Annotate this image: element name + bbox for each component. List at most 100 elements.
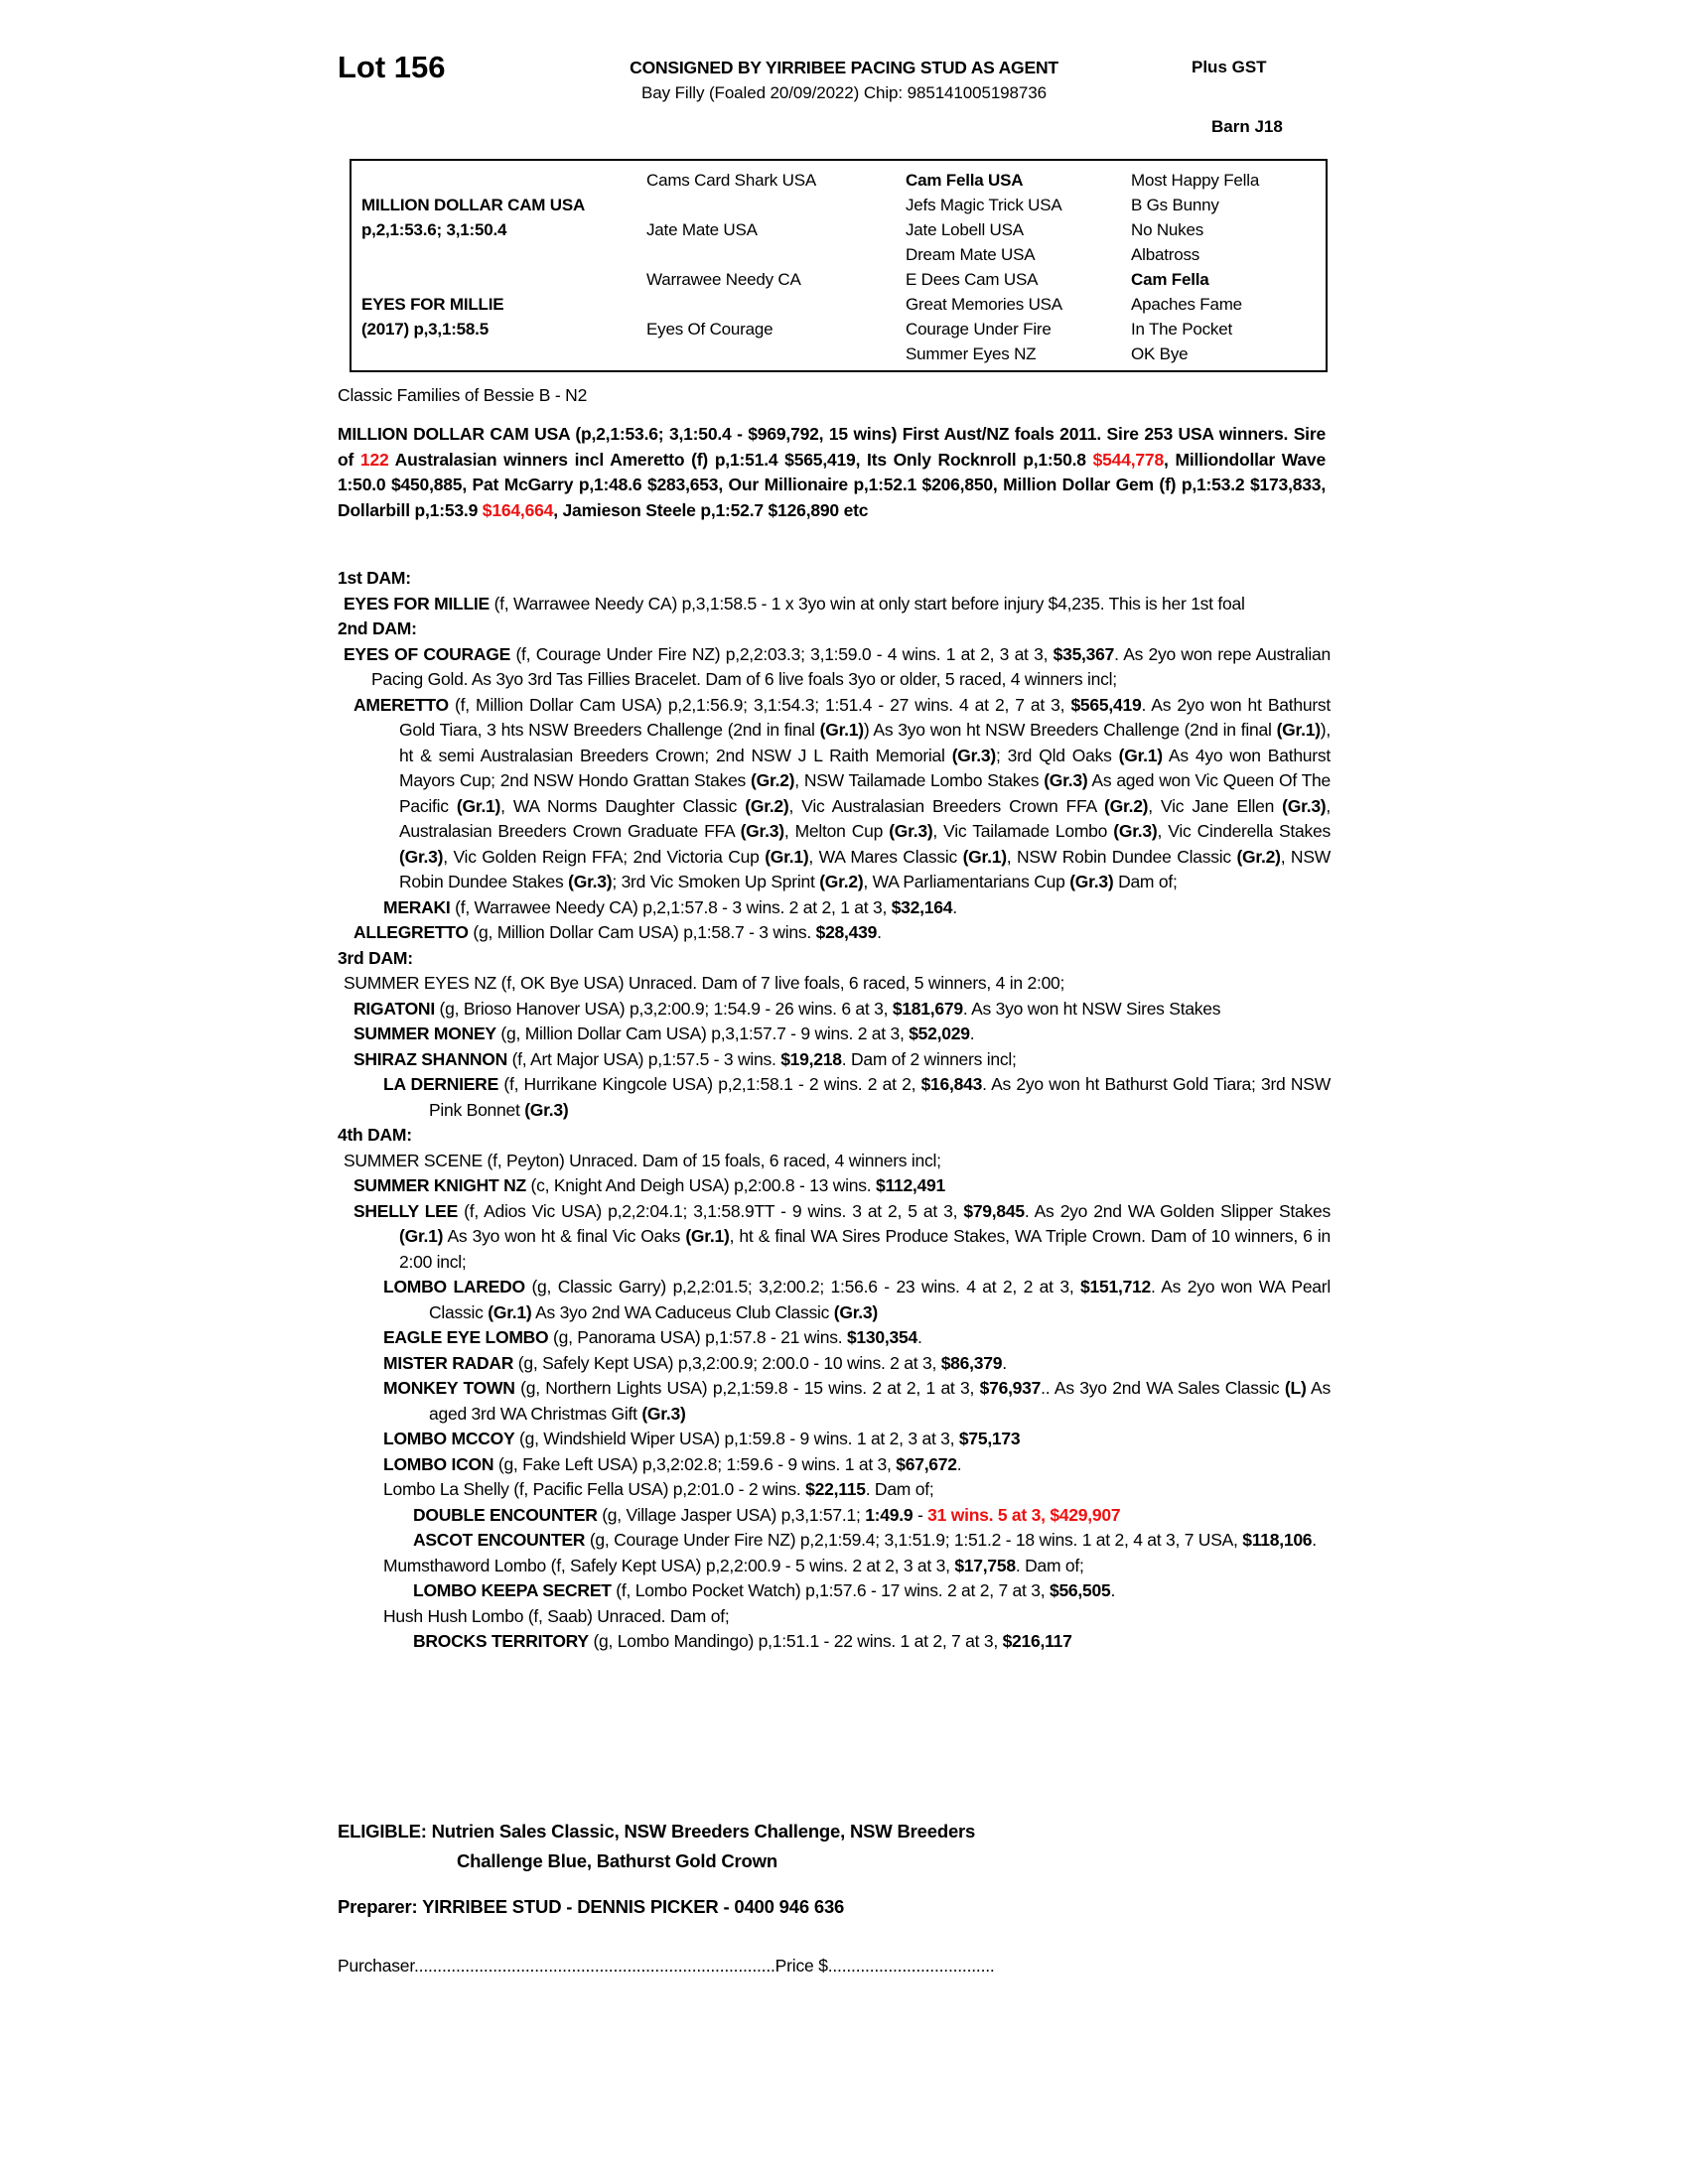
pedigree-gen3-5: E Dees Cam USA: [906, 270, 1039, 289]
emphasis: (Gr.3): [399, 846, 444, 867]
pedigree-gen4-6: Apaches Fame: [1131, 295, 1242, 314]
emphasis: $565,419: [1070, 694, 1142, 715]
dam-heading: 1st DAM:: [338, 568, 411, 588]
pedigree-entry-text: (g, Lombo Mandingo) p,1:51.1 - 22 wins. …: [588, 1631, 1072, 1651]
emphasis: (Gr.3): [740, 821, 784, 841]
pedigree-entry-text: (g, Million Dollar Cam USA) p,1:58.7 - 3…: [468, 922, 882, 942]
pedigree-entry-text: (f, Peyton) Unraced. Dam of 15 foals, 6 …: [482, 1150, 941, 1170]
classic-families-line: Classic Families of Bessie B - N2: [338, 385, 588, 405]
emphasis: (Gr.1): [399, 1226, 444, 1246]
pedigree-entry: Lombo La Shelly (f, Pacific Fella USA) p…: [338, 1477, 1331, 1503]
emphasis: (Gr.2): [745, 795, 789, 816]
pedigree-entry-text: (f, OK Bye USA) Unraced. Dam of 7 live f…: [496, 973, 1065, 993]
pedigree-entry-name: LOMBO ICON: [383, 1453, 494, 1474]
emphasis: (Gr.1): [765, 846, 809, 867]
pedigree-entry-name: LOMBO LAREDO: [383, 1277, 525, 1297]
emphasis: (Gr.2): [819, 872, 864, 891]
emphasis: $28,439: [815, 922, 878, 942]
pedigree-entry-name: SHELLY LEE: [353, 1200, 459, 1221]
emphasis: (Gr.1): [819, 720, 864, 740]
emphasis: $56,505: [1049, 1580, 1111, 1600]
emphasis: (Gr.1): [456, 795, 501, 816]
emphasis: $216,117: [1002, 1631, 1072, 1651]
pedigree-gen4-5: Cam Fella: [1131, 270, 1209, 289]
purchaser-dots[interactable]: ........................................…: [414, 1956, 775, 1976]
barn-label: Barn J18: [1211, 117, 1283, 136]
emphasis: $16,843: [920, 1074, 983, 1094]
emphasis: (Gr.3): [833, 1301, 878, 1322]
emphasis: (Gr.3): [1113, 821, 1158, 841]
pedigree-entry-text: (f, Art Major USA) p,1:57.5 - 3 wins. $1…: [506, 1048, 1017, 1069]
dam-heading: 2nd DAM:: [338, 618, 417, 638]
pedigree-entry: MERAKI (f, Warrawee Needy CA) p,2,1:57.8…: [338, 895, 1331, 921]
pedigree-gen3-1: Cam Fella USA: [906, 171, 1024, 190]
emphasis: (Gr.1): [685, 1226, 730, 1246]
pedigree-entry-text: (f, Lombo Pocket Watch) p,1:57.6 - 17 wi…: [611, 1580, 1116, 1600]
emphasis: (Gr.3): [641, 1403, 686, 1424]
emphasis: (Gr.2): [1236, 846, 1281, 867]
pedigree-entry-name: Mumsthaword Lombo: [383, 1555, 547, 1575]
pedigree-entry: EYES FOR MILLIE (f, Warrawee Needy CA) p…: [338, 592, 1331, 617]
emphasis: $86,379: [940, 1352, 1003, 1373]
pedigree-entry-name: Lombo La Shelly: [383, 1479, 509, 1499]
eligible-line-1: ELIGIBLE: Nutrien Sales Classic, NSW Bre…: [338, 1821, 976, 1842]
lot-number: Lot 156: [338, 50, 446, 84]
emphasis: $112,491: [875, 1175, 945, 1195]
pedigree-entry-text: (f, Saab) Unraced. Dam of;: [523, 1605, 730, 1626]
pedigree-entry-name: SUMMER MONEY: [353, 1024, 496, 1043]
pedigree-entry-name: MERAKI: [383, 896, 451, 917]
pedigree-entry-text: (g, Classic Garry) p,2,2:01.5; 3,2:00.2;…: [429, 1277, 1331, 1322]
pedigree-gen3-2: Jefs Magic Trick USA: [906, 196, 1062, 214]
pedigree-entry-text: (f, Courage Under Fire NZ) p,2,2:03.3; 3…: [371, 643, 1332, 690]
emphasis: (Gr.3): [951, 745, 996, 765]
pedigree-entry: LOMBO KEEPA SECRET (f, Lombo Pocket Watc…: [338, 1578, 1331, 1604]
emphasis: $181,679: [892, 998, 963, 1019]
pedigree-entry-text: (f, Pacific Fella USA) p,2:01.0 - 2 wins…: [508, 1479, 934, 1499]
emphasis: (Gr.3): [1282, 795, 1327, 816]
price-dots[interactable]: ....................................: [827, 1956, 995, 1976]
purchaser-row: Purchaser...............................…: [338, 1956, 1291, 1977]
pedigree-table: Cams Card Shark USA MILLION DOLLAR CAM U…: [350, 159, 1328, 372]
pedigree-entry: ASCOT ENCOUNTER (g, Courage Under Fire N…: [338, 1528, 1331, 1554]
emphasis: (Gr.2): [751, 770, 795, 790]
pedigree-dam-name: EYES FOR MILLIE: [361, 295, 504, 314]
pedigree-entry-name: BROCKS TERRITORY: [413, 1631, 589, 1651]
pedigree-gen3-7: Courage Under Fire: [906, 320, 1052, 339]
pedigree-gen4-4: Albatross: [1131, 245, 1200, 264]
price-label: Price $: [774, 1956, 828, 1976]
sire-text-part1: MILLION DOLLAR CAM USA (p,2,1:53.6; 3,1:…: [338, 424, 1326, 470]
pedigree-entry: SUMMER MONEY (g, Million Dollar Cam USA)…: [338, 1022, 1331, 1047]
pedigree-entry-text: (g, Panorama USA) p,1:57.8 - 21 wins. $1…: [548, 1327, 922, 1347]
sire-text-part4: , Jamieson Steele p,1:52.7 $126,890 etc: [553, 499, 869, 520]
emphasis: (Gr.3): [889, 821, 933, 841]
pedigree-entry: SUMMER EYES NZ (f, OK Bye USA) Unraced. …: [338, 971, 1331, 997]
foal-details-line: Bay Filly (Foaled 20/09/2022) Chip: 9851…: [641, 83, 1047, 102]
emphasis: (Gr.3): [568, 872, 613, 891]
pedigree-entry-text: (g, Safely Kept USA) p,3,2:00.9; 2:00.0 …: [513, 1352, 1007, 1373]
pedigree-gen4-3: No Nukes: [1131, 220, 1204, 239]
pedigree-gen4-2: B Gs Bunny: [1131, 196, 1219, 214]
pedigree-entry: BROCKS TERRITORY (g, Lombo Mandingo) p,1…: [338, 1629, 1331, 1655]
page-header: Lot 156 CONSIGNED BY YIRRIBEE PACING STU…: [338, 40, 1331, 149]
emphasis: (Gr.3): [524, 1099, 569, 1120]
pedigree-entry: ALLEGRETTO (g, Million Dollar Cam USA) p…: [338, 920, 1331, 946]
sire-summary-paragraph: MILLION DOLLAR CAM USA (p,2,1:53.6; 3,1:…: [338, 422, 1326, 523]
pedigree-entry: LOMBO MCCOY (g, Windshield Wiper USA) p,…: [338, 1427, 1331, 1452]
sire-text-part3: , Milliondollar Wave 1:50.0 $450,885, Pa…: [338, 449, 1326, 520]
pedigree-entry: SUMMER KNIGHT NZ (c, Knight And Deigh US…: [338, 1173, 1331, 1199]
emphasis: (Gr.1): [1118, 745, 1163, 765]
pedigree-gen4-7: In The Pocket: [1131, 320, 1232, 339]
pedigree-entry-name: ASCOT ENCOUNTER: [413, 1530, 586, 1550]
pedigree-entry-name: LOMBO MCCOY: [383, 1429, 515, 1448]
pedigree-sire-dam: Jate Mate USA: [646, 220, 758, 239]
sire-winners-count: 122: [359, 449, 389, 470]
pedigree-entry-text: (f, Warrawee Needy CA) p,2,1:57.8 - 3 wi…: [450, 896, 957, 917]
pedigree-entry: EYES OF COURAGE (f, Courage Under Fire N…: [338, 642, 1331, 693]
pedigree-entry: SHIRAZ SHANNON (f, Art Major USA) p,1:57…: [338, 1047, 1331, 1073]
pedigree-entry-text: (g, Fake Left USA) p,3,2:02.8; 1:59.6 - …: [493, 1453, 962, 1474]
emphasis: $75,173: [958, 1429, 1021, 1448]
emphasis: (Gr.1): [488, 1301, 532, 1322]
pedigree-entry-text: (g, Brioso Hanover USA) p,3,2:00.9; 1:54…: [434, 998, 1221, 1019]
pedigree-entry-name: LA DERNIERE: [383, 1074, 498, 1094]
